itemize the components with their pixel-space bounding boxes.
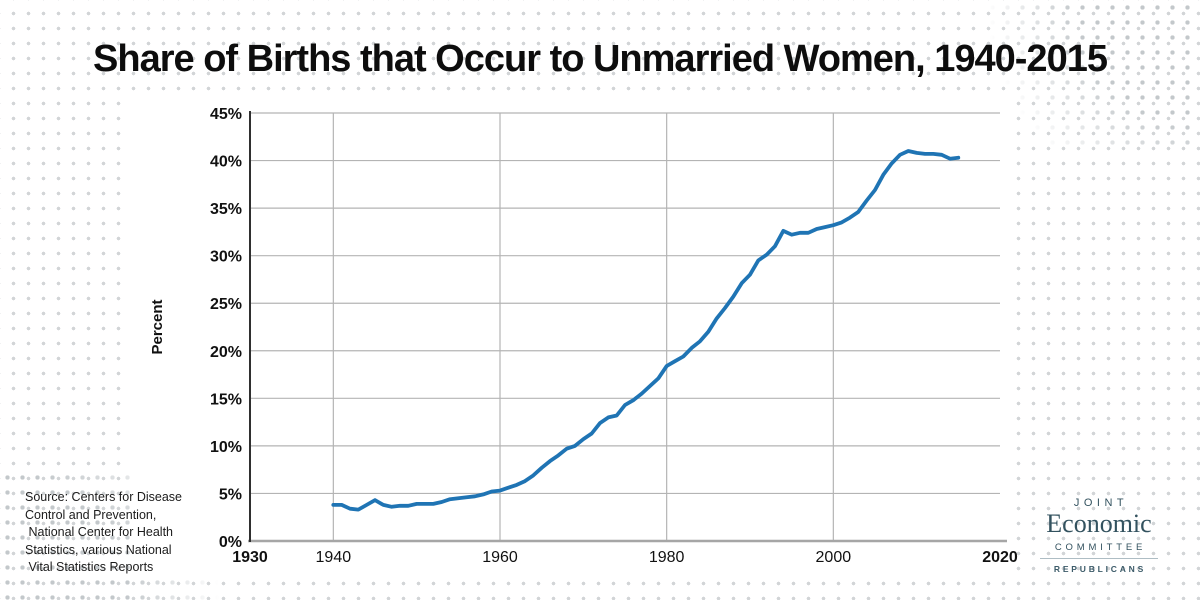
x-tick-label: 1930: [232, 549, 268, 566]
y-tick-label: 45%: [210, 106, 242, 123]
x-tick-label: 1940: [316, 549, 352, 566]
chart-title: Share of Births that Occur to Unmarried …: [93, 38, 1108, 80]
logo-joint-text: JOINT: [1073, 497, 1129, 509]
y-tick-label: 0%: [219, 534, 242, 551]
source-note-line: National Center for Health: [25, 525, 173, 539]
logo-committee-text: COMMITTEE: [1054, 542, 1147, 553]
logo-republicans-text: REPUBLICANS: [1053, 564, 1147, 574]
y-tick-label: 15%: [210, 391, 242, 408]
logo-economic-text: Economic: [1046, 509, 1152, 538]
jec-logo: JOINT Economic COMMITTEE REPUBLICANS: [1040, 497, 1158, 574]
y-tick-label: 5%: [219, 486, 242, 503]
source-note: Source: Centers for Disease Control and P…: [25, 489, 182, 577]
y-tick-label: 30%: [210, 249, 242, 266]
x-tick-label: 1980: [649, 549, 685, 566]
y-tick-label: 10%: [210, 439, 242, 456]
y-tick-label: 25%: [210, 296, 242, 313]
data-line-unmarried-births: [331, 149, 961, 512]
y-tick-label: 35%: [210, 201, 242, 218]
x-tick-label: 1960: [482, 549, 518, 566]
source-note-line: Source: Centers for Disease: [25, 490, 183, 504]
chart-card: [130, 95, 1010, 575]
y-tick-label: 40%: [210, 154, 242, 171]
source-note-line: Vital Statistics Reports: [25, 560, 154, 574]
y-tick-label: 20%: [210, 344, 242, 361]
y-axis-title: Percent: [149, 299, 166, 354]
source-note-line: Statistics, various National: [25, 542, 172, 557]
logo-divider: [1040, 558, 1158, 559]
x-tick-label: 2020: [982, 549, 1018, 566]
source-note-line: Control and Prevention,: [25, 507, 157, 522]
x-tick-label: 2000: [816, 549, 852, 566]
